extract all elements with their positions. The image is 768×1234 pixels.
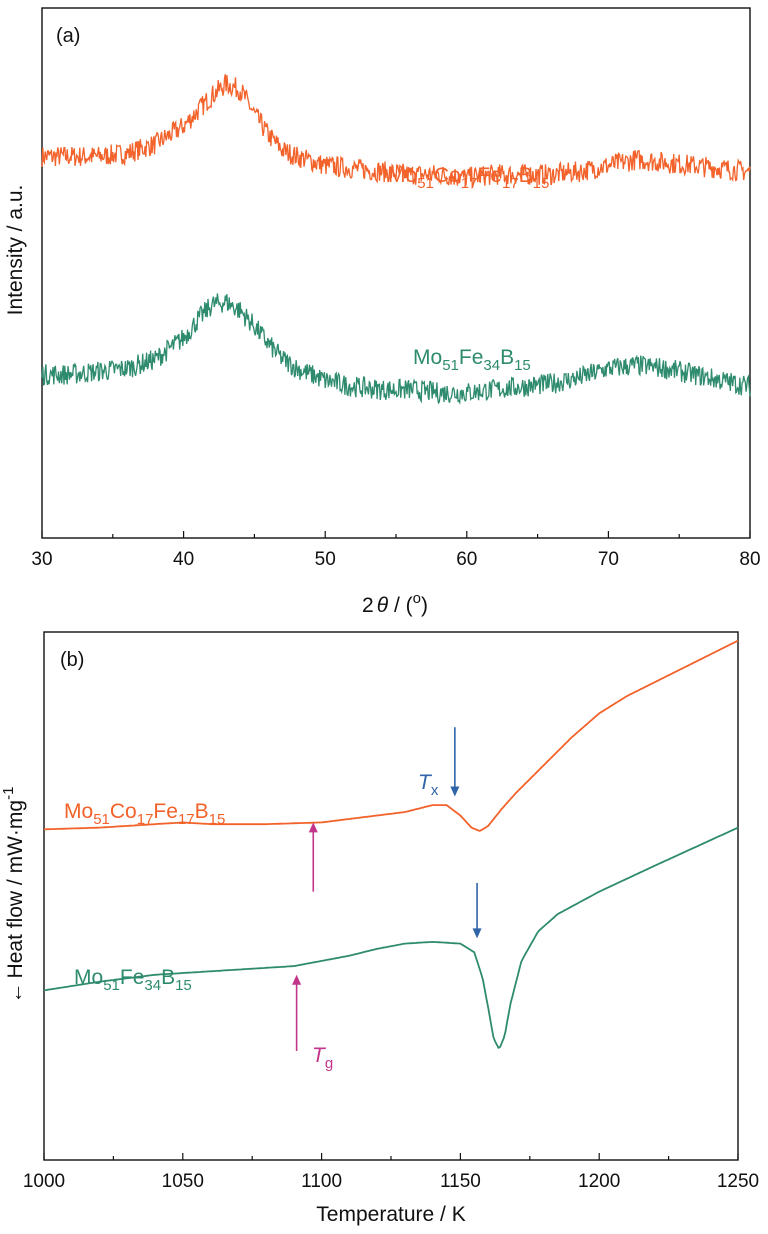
dsc-label-mocofeb-part-1: 51 [93,811,110,828]
tg-arrow-1-head [292,974,302,985]
dsc-label-mocofeb-part-4: Fe [153,800,178,823]
panel-a-xrd: 30 40 50 60 70 80 Mo51Co17Fe17B15Mo51Fe34B15 … [4,7,761,617]
tg-label-letter: T [312,1044,327,1067]
tg-arrow-0-head [308,822,318,833]
dsc-label-mofeb-part-4: B [161,966,175,989]
x-title-two: 2 [362,594,374,617]
panel-a-tag: (a) [56,25,80,47]
xrd-label-mofeb-part-2: Fe [459,346,484,369]
dsc-label-mocofeb-part-0: Mo [64,800,93,823]
dsc-label-mocofeb: Mo51Co17Fe17B15 [64,800,225,828]
y-title-sup: -1 [0,787,17,800]
xrd-label-mofeb-part-4: B [500,346,514,369]
xrd-label-mocofeb-part-1: 51 [417,175,434,192]
x-title-rest: / ( [388,594,413,617]
xrd-label-mocofeb: Mo51Co17Fe17B15 [388,164,549,192]
x-tick-label-60: 60 [456,549,477,570]
y-title-text: Heat flow / mW·mg [4,800,27,979]
xrd-label-mocofeb-part-6: B [519,164,533,187]
x-tick-label-1200: 1200 [578,1171,620,1192]
x-tick-label-70: 70 [598,549,619,570]
xrd-label-mofeb-part-5: 15 [514,357,531,374]
xrd-label-mocofeb-part-7: 15 [533,175,550,192]
xrd-label-mocofeb-part-0: Mo [388,164,417,187]
x-title-end: ) [421,594,428,617]
tx-arrow-0-head [450,786,460,797]
x-tick-label-30: 30 [31,549,52,570]
dsc-label-mocofeb-part-2: Co [110,800,137,823]
tg-label-sub: g [325,1055,333,1072]
tx-label-letter: T [418,771,433,794]
xrd-label-mocofeb-part-5: 17 [502,175,519,192]
panel-b-x-ticks: 1000 1050 1100 1150 1200 1250 [23,1153,759,1192]
xrd-label-mocofeb-part-4: Fe [477,164,502,187]
x-tick-label-1000: 1000 [23,1171,65,1192]
dsc-label-mofeb: Mo51Fe34B15 [74,966,192,994]
panel-b-frame [43,631,739,1161]
dsc-label-mocofeb-part-3: 17 [137,811,154,828]
x-tick-label-1250: 1250 [717,1171,759,1192]
dsc-line-series-1 [43,826,739,1049]
dsc-label-mofeb-part-5: 15 [175,977,192,994]
tx-label: Tx [418,771,439,799]
x-tick-label-1100: 1100 [301,1171,342,1192]
xrd-label-mofeb-part-3: 34 [483,357,500,374]
xrd-label-mocofeb-part-3: 17 [461,175,478,192]
tg-label: Tg [312,1044,333,1072]
xrd-label-mofeb-part-1: 51 [442,357,459,374]
dsc-label-mofeb-part-2: Fe [120,966,145,989]
x-title-theta: θ [377,594,389,617]
panel-b-dsc: 1000 1050 1100 1150 1200 1250 Mo51Co17Fe17B15… [0,631,759,1226]
panel-b-tag: (b) [60,649,84,671]
x-title-degree: o [413,590,421,607]
xrd-label-mofeb: Mo51Fe34B15 [413,346,531,374]
dsc-label-mocofeb-part-7: 15 [209,811,226,828]
panel-b-y-axis-title: ← Heat flow / mW·mg-1 [0,787,27,1004]
x-tick-label-1050: 1050 [162,1171,204,1192]
xrd-line-series-0 [41,74,751,190]
dsc-label-mofeb-part-1: 51 [103,977,120,994]
dsc-label-mofeb-part-3: 34 [144,977,161,994]
xrd-label-mocofeb-part-2: Co [434,164,461,187]
panel-a-frame [41,7,751,539]
xrd-line-series-1 [41,293,751,406]
panel-a-x-ticks: 30 40 50 60 70 80 [31,531,761,570]
x-tick-label-40: 40 [173,549,194,570]
x-tick-label-50: 50 [315,549,336,570]
x-tick-label-80: 80 [739,549,760,570]
tx-arrow-1-head [472,928,482,939]
panel-a-y-axis-title: Intensity / a.u. [4,185,27,316]
xrd-label-mofeb-part-0: Mo [413,346,442,369]
dsc-label-mofeb-part-0: Mo [74,966,103,989]
y-title-arrow: ← [4,982,27,1003]
tx-label-sub: x [431,782,439,799]
panel-b-x-axis-title: Temperature / K [316,1203,465,1226]
dsc-label-mocofeb-part-6: B [195,800,209,823]
x-tick-label-1150: 1150 [440,1171,481,1192]
dsc-line-series-0 [43,639,739,832]
dsc-label-mocofeb-part-5: 17 [178,811,195,828]
